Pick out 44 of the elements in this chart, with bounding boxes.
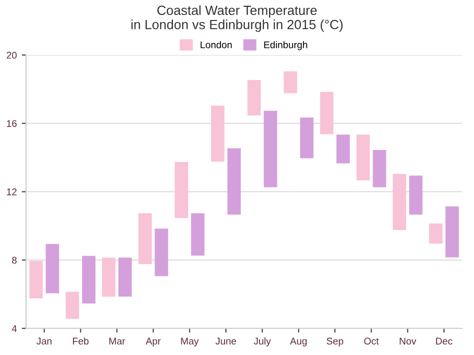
bar xyxy=(284,71,298,94)
x-tick-label: Jan xyxy=(36,338,52,345)
legend-label: Edinburgh xyxy=(264,41,308,50)
bar xyxy=(392,174,406,230)
x-tick-label: May xyxy=(181,338,199,346)
bar xyxy=(445,206,459,258)
bar xyxy=(247,80,261,116)
bar xyxy=(174,162,188,218)
bar xyxy=(429,223,442,244)
y-tick-label: 16 xyxy=(6,120,17,127)
bar xyxy=(300,118,314,158)
bar xyxy=(356,134,370,180)
bar xyxy=(154,228,168,276)
bar xyxy=(409,176,423,215)
x-tick-label: Mar xyxy=(109,338,126,345)
bar xyxy=(372,150,386,188)
x-tick-label: Feb xyxy=(73,337,89,345)
bar xyxy=(46,244,60,294)
bar xyxy=(29,261,43,298)
bar xyxy=(66,292,80,319)
bar xyxy=(138,213,152,264)
bar xyxy=(191,213,204,256)
x-tick-label: July xyxy=(254,337,271,346)
y-tick-label: 20 xyxy=(6,52,17,59)
y-tick-label: 12 xyxy=(6,188,17,196)
bar xyxy=(227,148,241,215)
x-tick-label: June xyxy=(216,338,236,345)
x-tick-label: Nov xyxy=(400,338,416,345)
x-tick-label: Apr xyxy=(146,338,161,346)
x-tick-label: Sep xyxy=(326,338,344,346)
bar xyxy=(264,110,278,188)
chart-title: Coastal Water Temperature in London vs Edinburgh in 2015 (°C) xyxy=(131,5,343,32)
bar xyxy=(118,258,132,297)
bar xyxy=(82,256,96,304)
y-tick-label: 8 xyxy=(12,256,17,264)
bar xyxy=(336,134,350,164)
bar xyxy=(102,258,116,297)
legend-label: London xyxy=(200,41,232,48)
x-tick-label: Aug xyxy=(290,338,307,346)
y-tick-label: 4 xyxy=(12,325,17,332)
bar xyxy=(320,92,334,134)
bar xyxy=(211,106,224,162)
x-tick-label: Dec xyxy=(436,338,452,345)
x-tick-label: Oct xyxy=(364,338,379,345)
